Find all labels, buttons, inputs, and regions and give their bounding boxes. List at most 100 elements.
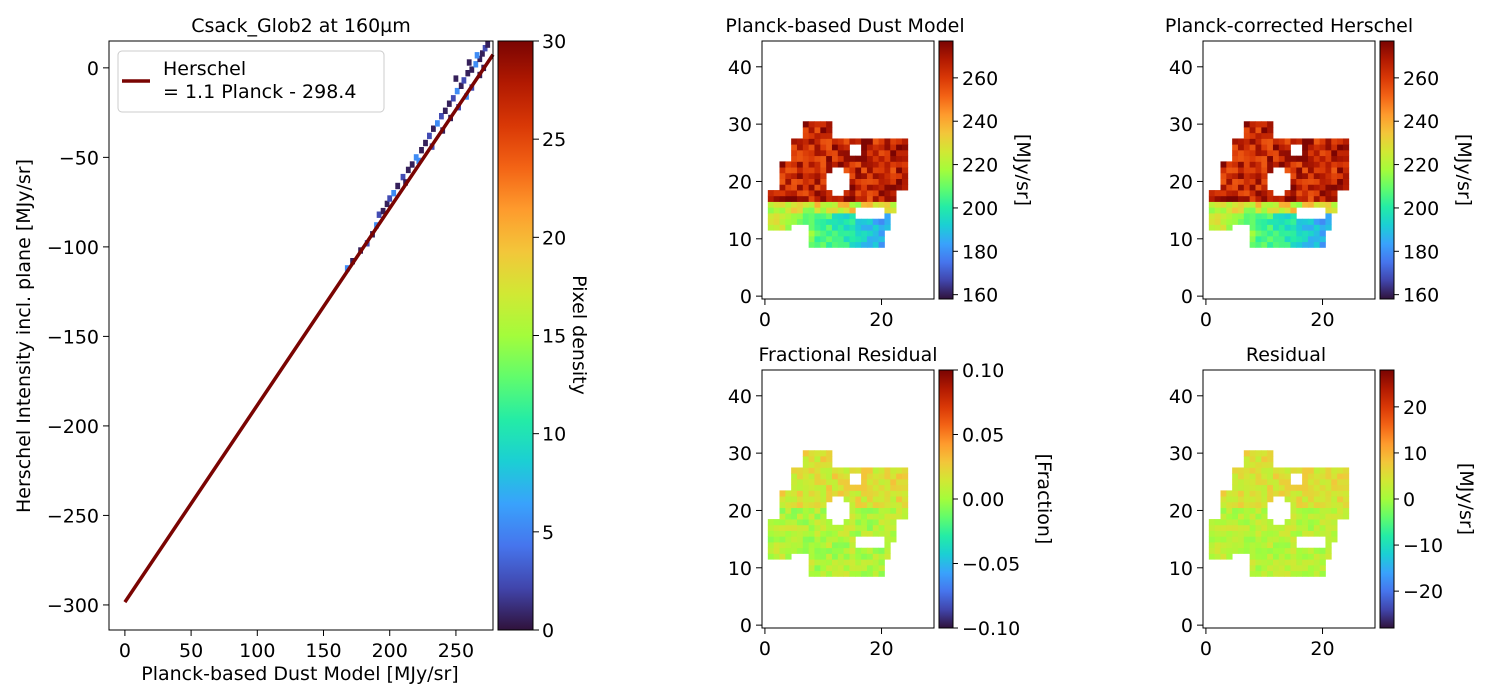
map-pixel bbox=[802, 478, 810, 486]
map-pixel bbox=[802, 456, 810, 463]
map-pixel bbox=[1226, 501, 1233, 508]
map-pixel bbox=[808, 456, 815, 463]
map-pixel bbox=[896, 501, 903, 508]
map-pixel bbox=[1307, 144, 1315, 151]
map-pixel bbox=[843, 241, 850, 248]
map-pixel bbox=[831, 144, 839, 151]
map-pixel bbox=[785, 213, 792, 220]
map-pixel bbox=[814, 149, 821, 157]
map-pixel bbox=[814, 490, 821, 497]
map-pixel bbox=[890, 184, 897, 191]
map-pixel bbox=[866, 230, 874, 237]
map-pixel bbox=[1220, 167, 1227, 174]
map-pixel bbox=[843, 144, 850, 151]
map-pixel bbox=[1337, 172, 1344, 179]
map-pixels bbox=[1208, 450, 1350, 577]
map-pixel bbox=[796, 184, 804, 191]
map-pixel bbox=[773, 519, 780, 526]
map-pixel bbox=[1331, 478, 1338, 486]
map-pixel bbox=[849, 501, 856, 508]
map-pixel bbox=[820, 184, 827, 191]
map-pixel bbox=[820, 524, 827, 531]
map-pixel bbox=[796, 138, 804, 145]
map-pixel bbox=[1331, 201, 1338, 208]
map-pixel bbox=[855, 547, 862, 554]
map-pixel bbox=[1208, 207, 1216, 214]
map-pixel bbox=[1307, 161, 1315, 168]
map-pixel bbox=[878, 473, 885, 480]
map-pixel bbox=[872, 161, 880, 168]
map-pixel bbox=[1232, 467, 1239, 474]
map-pixel bbox=[1272, 484, 1280, 491]
map-pixels bbox=[767, 121, 909, 248]
map-pixel bbox=[849, 241, 856, 248]
map-pixel bbox=[1290, 496, 1297, 503]
map-colorbar-label: [MJy/sr] bbox=[1453, 134, 1475, 206]
map-pixel bbox=[855, 184, 862, 191]
map-pixel bbox=[896, 490, 903, 497]
map-pixel bbox=[890, 144, 897, 151]
map-pixel bbox=[1290, 218, 1297, 225]
map-pixel bbox=[1267, 155, 1274, 162]
map-pixel bbox=[1284, 235, 1291, 243]
map-pixel bbox=[779, 553, 786, 560]
map-pixel bbox=[1302, 524, 1309, 531]
map-pixel bbox=[1331, 496, 1338, 503]
map-pixel bbox=[808, 536, 815, 543]
density-pixel bbox=[413, 154, 419, 161]
map-pixel bbox=[866, 195, 874, 202]
density-pixel bbox=[387, 195, 393, 202]
map-pixel bbox=[831, 553, 839, 560]
map-pixel bbox=[843, 536, 850, 543]
map-pixel bbox=[826, 467, 833, 474]
map-pixel bbox=[1267, 564, 1274, 572]
colorbar-tick-label: 0 bbox=[1403, 489, 1415, 511]
map-pixel bbox=[1302, 161, 1309, 168]
x-tick-label: 20 bbox=[1310, 638, 1334, 660]
map-pixel bbox=[866, 241, 874, 248]
map-pixel bbox=[1307, 496, 1315, 503]
map-pixel bbox=[884, 496, 891, 503]
map-pixel bbox=[843, 530, 850, 537]
map-pixel bbox=[843, 195, 850, 202]
map-pixel bbox=[785, 507, 792, 514]
density-pixel bbox=[466, 59, 472, 66]
map-pixel bbox=[1342, 161, 1350, 168]
map-pixel bbox=[1319, 513, 1326, 520]
density-pixel bbox=[482, 45, 488, 52]
map-pixel bbox=[826, 536, 833, 543]
map-pixel bbox=[814, 564, 821, 572]
map-pixel bbox=[872, 519, 880, 526]
map-pixel bbox=[820, 132, 827, 139]
map-pixel bbox=[1342, 473, 1350, 480]
map-pixel bbox=[861, 570, 868, 577]
map-pixel bbox=[802, 195, 810, 202]
map-pixel bbox=[785, 501, 792, 508]
map-pixel bbox=[826, 144, 833, 151]
map-pixel bbox=[1220, 519, 1227, 526]
map-pixel bbox=[901, 473, 909, 480]
map-pixel bbox=[1243, 484, 1251, 491]
map-pixel bbox=[802, 473, 810, 480]
map-pixel bbox=[796, 149, 804, 157]
map-pixel bbox=[808, 450, 815, 457]
map-pixel bbox=[1284, 467, 1291, 474]
map-pixel bbox=[837, 195, 845, 202]
colorbar-tick-label: 200 bbox=[962, 198, 998, 220]
map-pixel bbox=[1261, 230, 1268, 237]
map-pixel bbox=[1220, 201, 1227, 208]
map-pixel bbox=[820, 484, 827, 491]
map-pixel bbox=[1342, 496, 1350, 503]
density-pixel bbox=[380, 207, 386, 215]
map-pixel bbox=[773, 524, 780, 531]
map-pixel bbox=[866, 547, 874, 554]
map-pixel bbox=[901, 138, 909, 145]
map-pixel bbox=[1267, 450, 1274, 457]
map-pixel bbox=[1249, 456, 1256, 463]
map-pixel bbox=[1237, 167, 1245, 174]
fit-line bbox=[123, 53, 495, 604]
map-pixel bbox=[884, 490, 891, 497]
scatter-density-panel: Csack_Glob2 at 160µm 0 50 100 150 200 250 0−5… bbox=[13, 15, 590, 685]
map-pixel bbox=[1325, 507, 1332, 514]
map-pixel bbox=[866, 155, 874, 162]
